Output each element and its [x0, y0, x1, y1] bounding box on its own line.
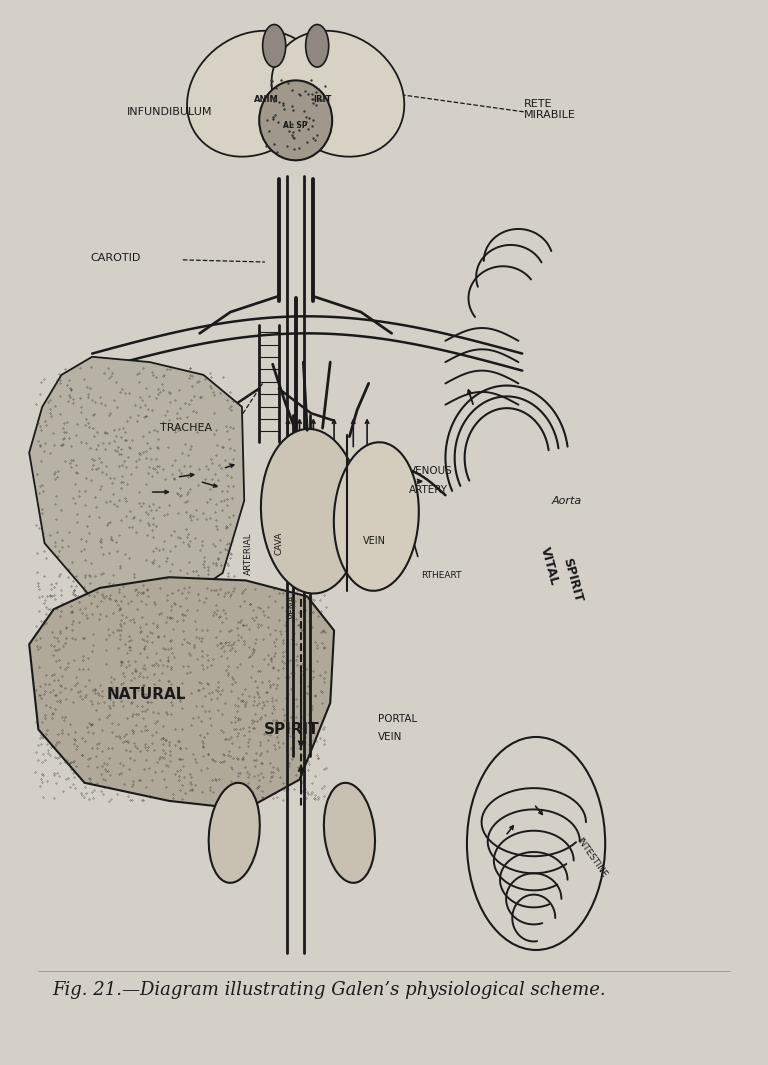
Polygon shape — [29, 357, 244, 609]
Text: VEIN: VEIN — [378, 732, 402, 742]
Text: AL SP: AL SP — [283, 121, 308, 130]
Text: ARTERIAL: ARTERIAL — [244, 532, 253, 575]
Text: VITAL: VITAL — [538, 546, 561, 587]
Text: CAVA: CAVA — [275, 531, 284, 555]
Ellipse shape — [259, 81, 332, 161]
Ellipse shape — [263, 24, 286, 67]
Ellipse shape — [324, 783, 375, 883]
Ellipse shape — [334, 442, 419, 591]
Text: RTHEART: RTHEART — [421, 571, 462, 579]
Text: Fig. 21.—Diagram illustrating Galen’s physiological scheme.: Fig. 21.—Diagram illustrating Galen’s ph… — [52, 981, 606, 999]
Text: SPIRIT: SPIRIT — [561, 557, 585, 604]
Ellipse shape — [306, 24, 329, 67]
Text: PORTAL: PORTAL — [378, 714, 417, 724]
Text: VEIN: VEIN — [362, 536, 386, 546]
Text: VENOUS: VENOUS — [409, 465, 452, 476]
Text: SPIRIT: SPIRIT — [264, 722, 319, 737]
Text: RETE
MIRABILE: RETE MIRABILE — [524, 99, 576, 120]
Text: Aorta: Aorta — [551, 495, 581, 506]
Text: IRIT: IRIT — [313, 95, 332, 103]
Text: VENA: VENA — [288, 594, 297, 620]
Text: TRACHEA: TRACHEA — [160, 423, 212, 433]
Ellipse shape — [261, 429, 361, 593]
Text: INFUNDIBULUM: INFUNDIBULUM — [127, 106, 212, 117]
Text: CAROTID: CAROTID — [91, 252, 141, 263]
Ellipse shape — [209, 783, 260, 883]
Text: NATURAL: NATURAL — [106, 687, 186, 702]
Text: ANIM: ANIM — [254, 95, 279, 103]
Polygon shape — [29, 577, 334, 809]
Ellipse shape — [187, 31, 319, 157]
Text: ARTERY: ARTERY — [409, 485, 448, 495]
Text: INTESTINE: INTESTINE — [574, 836, 608, 879]
Ellipse shape — [272, 31, 404, 157]
